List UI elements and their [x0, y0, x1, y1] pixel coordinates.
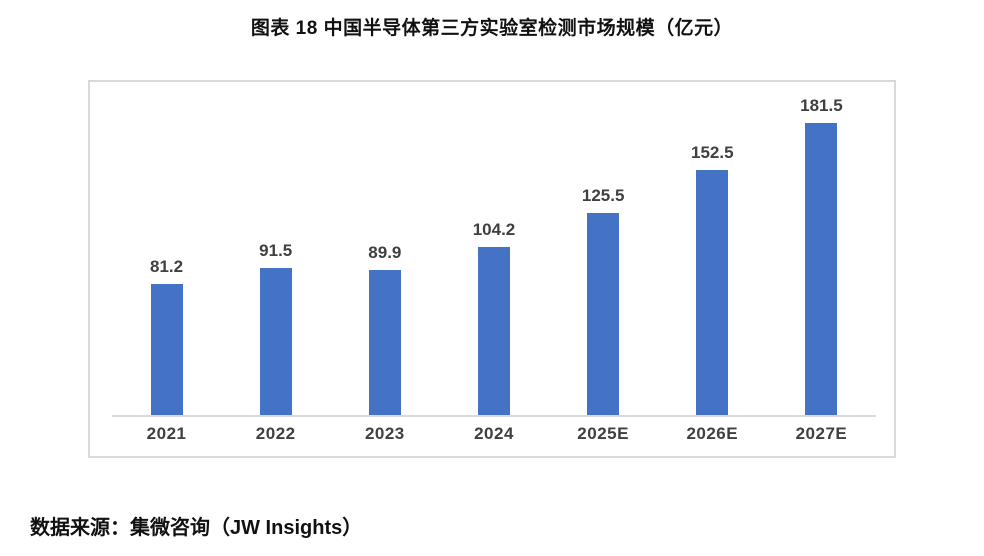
bar-column: 152.5 — [658, 143, 767, 415]
bar — [696, 170, 729, 415]
x-axis-line — [112, 415, 876, 417]
bar-column: 81.2 — [112, 257, 221, 415]
bar-column: 89.9 — [330, 243, 439, 415]
bar — [587, 213, 620, 415]
bar — [368, 270, 401, 415]
x-axis-labels: 2021 2022 2023 2024 2025E 2026E 2027E — [112, 424, 876, 444]
bar — [477, 247, 510, 415]
bar-value-label: 91.5 — [259, 241, 293, 260]
bars-row: 81.2 91.5 89.9 104.2 125.5 152.5 181.5 — [112, 82, 876, 415]
x-tick-label: 2027E — [795, 424, 848, 443]
x-tick-label: 2022 — [255, 424, 296, 443]
bar-value-label: 104.2 — [472, 220, 516, 239]
bar-value-label: 181.5 — [800, 96, 843, 115]
chart-title: 图表 18 中国半导体第三方实验室检测市场规模（亿元） — [250, 18, 734, 39]
plot-area: 81.2 91.5 89.9 104.2 125.5 152.5 181.5 2021 202… — [112, 82, 876, 456]
chart-panel: 81.2 91.5 89.9 104.2 125.5 152.5 181.5 2021 202… — [88, 80, 896, 458]
bar — [259, 268, 292, 415]
source-note: 数据来源：集微咨询（JW Insights） — [30, 517, 363, 539]
x-tick-label: 2024 — [474, 424, 514, 443]
bar-value-label: 125.5 — [581, 186, 625, 205]
bar-column: 91.5 — [221, 241, 330, 415]
x-tick-label: 2021 — [146, 424, 187, 443]
bar-column: 104.2 — [439, 220, 548, 415]
bar-value-label: 152.5 — [691, 143, 734, 162]
bar-column: 125.5 — [549, 186, 658, 415]
bar — [150, 284, 183, 415]
x-tick-label: 2026E — [686, 424, 739, 443]
bar-value-label: 89.9 — [368, 243, 402, 262]
bar-column: 181.5 — [767, 96, 876, 415]
x-tick-label: 2023 — [364, 424, 405, 443]
x-tick-label: 2025E — [577, 424, 629, 443]
bar-value-label: 81.2 — [150, 257, 184, 276]
bar — [805, 123, 838, 415]
